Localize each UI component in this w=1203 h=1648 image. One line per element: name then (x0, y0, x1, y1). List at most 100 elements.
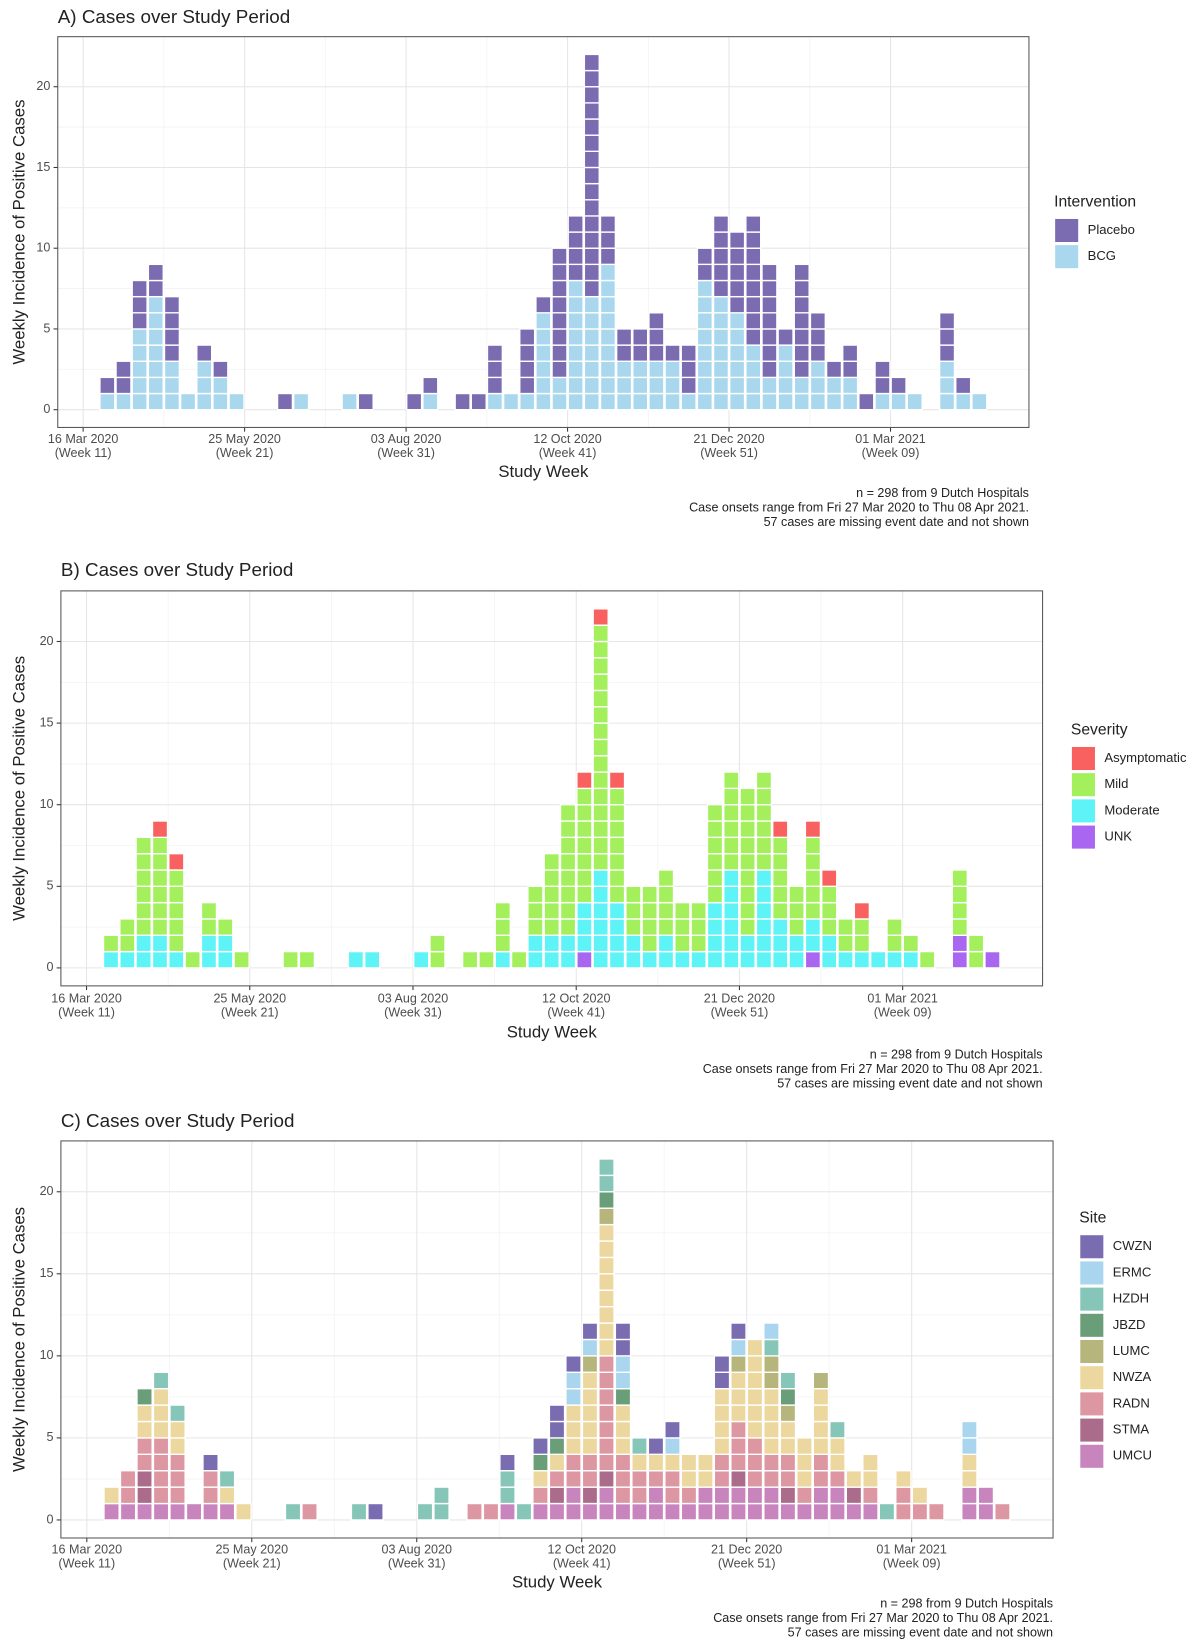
case-tile (527, 934, 544, 953)
bar-segment (543, 934, 560, 969)
case-tile (697, 1453, 714, 1472)
bar-segment (136, 1437, 153, 1472)
bar-segment (825, 360, 843, 379)
case-tile (712, 247, 730, 266)
case-tile (135, 918, 152, 936)
case-tile (599, 231, 617, 249)
case-tile (664, 1486, 681, 1505)
label-line: (Week 51) (700, 446, 758, 460)
case-tile (136, 1437, 153, 1455)
case-tile (788, 934, 805, 953)
bar-segment (115, 360, 132, 395)
case-tile (233, 950, 250, 969)
bar-segment (599, 215, 617, 266)
case-tile (696, 328, 713, 346)
case-tile (713, 1404, 731, 1423)
legend-label: BCG (1088, 248, 1116, 263)
case-tile (918, 950, 936, 969)
case-tile (592, 901, 609, 920)
case-tile (706, 885, 724, 904)
case-tile (576, 918, 593, 936)
case-tile (202, 1470, 219, 1488)
case-tile (641, 934, 658, 953)
case-tile (599, 376, 617, 395)
case-tile (598, 1322, 615, 1341)
case-tile (777, 376, 794, 395)
bar-segment (131, 279, 148, 330)
label-line: (Week 09) (883, 1557, 941, 1571)
bar-segment (994, 1502, 1011, 1521)
bar-segment (713, 1388, 731, 1455)
case-tile (532, 1453, 549, 1472)
case-tile (812, 1420, 830, 1439)
case-tile (583, 118, 600, 136)
case-tile (115, 376, 132, 395)
bar-segment (862, 1502, 879, 1521)
case-tile (961, 1502, 978, 1521)
bar-segment (163, 360, 181, 411)
bar-segment (486, 344, 504, 395)
bar-segment (559, 804, 577, 936)
case-tile (755, 950, 773, 969)
case-tile (151, 950, 169, 969)
case-tile (581, 1486, 599, 1505)
case-tile (614, 1437, 632, 1455)
case-tile (102, 934, 120, 953)
legend-label: Mild (1104, 776, 1128, 791)
case-tile (212, 392, 229, 411)
bar-segment (581, 1371, 599, 1455)
case-tile (625, 934, 642, 953)
bar-segment (755, 869, 773, 969)
bar-segment (706, 901, 724, 969)
case-tile (862, 1486, 879, 1505)
y-tick-label: 10 (40, 1348, 54, 1362)
case-tile (977, 1502, 995, 1521)
caption: 57 cases are missing event date and not … (764, 515, 1029, 529)
bar-segment (559, 934, 577, 969)
bar-segment (951, 934, 968, 969)
case-tile (874, 360, 891, 379)
case-tile (583, 328, 600, 346)
label-line: (Week 09) (862, 446, 920, 460)
bar-segment (812, 1371, 830, 1390)
bar-segment (641, 885, 658, 953)
case-tile (712, 376, 730, 395)
case-tile (163, 376, 181, 395)
case-tile (696, 344, 713, 362)
bar-segment (565, 1486, 582, 1521)
case-tile (615, 376, 633, 395)
case-tile (951, 918, 968, 936)
case-tile (994, 1502, 1011, 1521)
case-tile (961, 1420, 978, 1439)
case-tile (598, 1453, 615, 1472)
bar-segment (99, 392, 116, 411)
case-tile (598, 1191, 615, 1209)
case-tile (697, 1502, 714, 1521)
case-tile (293, 392, 310, 411)
case-tile (599, 328, 617, 346)
case-tile (598, 1371, 615, 1390)
case-tile (696, 279, 713, 298)
bar-segment (796, 1502, 813, 1521)
y-tick-label: 10 (40, 797, 54, 811)
case-tile (592, 771, 609, 790)
case-tile (777, 344, 794, 362)
case-tile (599, 295, 617, 314)
bar-segment (119, 950, 136, 969)
bar-segment (911, 1486, 929, 1505)
case-tile (664, 1502, 681, 1521)
case-tile (608, 950, 626, 969)
case-tile (486, 376, 504, 395)
case-tile (821, 869, 838, 887)
case-tile (706, 869, 724, 887)
case-tile (119, 1502, 137, 1521)
case-tile (592, 722, 609, 741)
label-line: (Week 11) (58, 1006, 115, 1020)
case-tile (583, 392, 600, 411)
case-tile (119, 1470, 137, 1488)
case-tile (951, 885, 968, 904)
bar-segment (179, 392, 197, 411)
label-line: 03 Aug 2020 (371, 432, 442, 446)
bar-segment (102, 950, 120, 969)
